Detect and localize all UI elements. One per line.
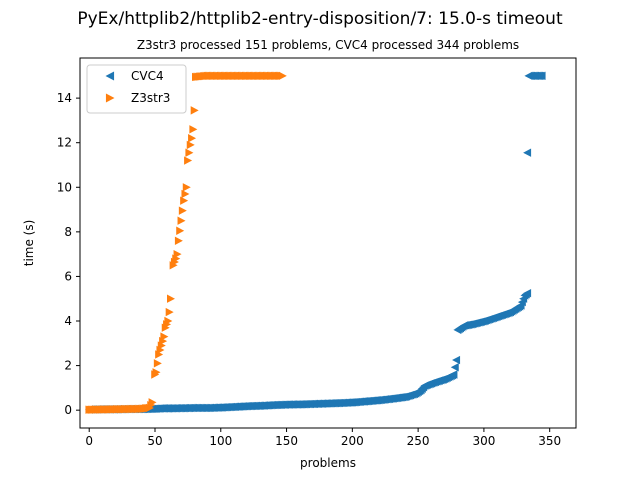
point-z3str3	[189, 125, 198, 134]
point-z3str3	[164, 316, 173, 326]
point-z3str3	[176, 226, 185, 235]
point-z3str3	[173, 249, 182, 259]
point-cvc4	[449, 370, 458, 379]
axes-frame	[80, 58, 576, 428]
chart-title: PyEx/httplib2/httplib2-entry-disposition…	[77, 9, 563, 29]
legend-label-z3str3: Z3str3	[131, 91, 170, 105]
point-z3str3	[148, 398, 157, 407]
y-axis-label: time (s)	[22, 220, 36, 267]
point-z3str3	[180, 196, 189, 205]
x-tick-label: 50	[147, 434, 162, 448]
x-tick-label: 100	[209, 434, 232, 448]
y-tick-label: 2	[64, 359, 72, 373]
chart-subtitle: Z3str3 processed 151 problems, CVC4 proc…	[137, 38, 519, 52]
x-axis-ticks: 0 50 100 150 200 250 300 350	[85, 428, 561, 448]
axes-border	[79, 57, 577, 429]
point-z3str3	[153, 359, 162, 368]
point-cvc4	[537, 71, 546, 81]
axes-spines	[79, 57, 577, 429]
point-cvc4	[523, 288, 532, 298]
point-z3str3	[182, 183, 191, 192]
x-tick-label: 200	[341, 434, 364, 448]
y-tick-label: 4	[64, 314, 72, 328]
x-tick-label: 250	[407, 434, 430, 448]
point-cvc4	[450, 363, 459, 372]
point-z3str3	[185, 148, 194, 157]
point-z3str3	[165, 307, 174, 317]
point-cvc4	[523, 148, 532, 157]
point-z3str3	[166, 294, 175, 303]
x-tick-label: 350	[538, 434, 561, 448]
x-tick-label: 150	[275, 434, 298, 448]
point-cvc4	[452, 355, 461, 365]
x-tick-label: 300	[472, 434, 495, 448]
legend-marker-z3str3	[105, 93, 115, 103]
point-z3str3	[174, 236, 183, 245]
legend: CVC4 Z3str3	[86, 64, 187, 114]
x-tick-label: 0	[85, 434, 93, 448]
point-z3str3	[160, 332, 169, 341]
point-z3str3	[188, 134, 197, 143]
point-z3str3	[152, 368, 161, 377]
point-z3str3	[178, 206, 187, 215]
point-z3str3	[177, 216, 186, 225]
point-z3str3	[181, 189, 190, 199]
y-tick-label: 12	[57, 136, 72, 150]
y-axis-ticks: 0 2 4 6 8 10 12 14	[57, 91, 80, 417]
y-tick-label: 10	[57, 180, 72, 194]
legend-label-cvc4: CVC4	[131, 69, 164, 83]
x-axis-label: problems	[300, 456, 356, 470]
y-tick-label: 8	[64, 225, 72, 239]
y-tick-label: 6	[64, 269, 72, 283]
point-z3str3	[190, 106, 199, 115]
point-z3str3	[186, 140, 195, 150]
point-z3str3	[278, 71, 287, 81]
legend-marker-cvc4	[105, 71, 115, 81]
y-tick-label: 14	[57, 91, 72, 105]
plot-area	[80, 58, 576, 428]
data-marks	[85, 71, 546, 414]
point-z3str3	[184, 156, 193, 165]
y-tick-label: 0	[64, 403, 72, 417]
